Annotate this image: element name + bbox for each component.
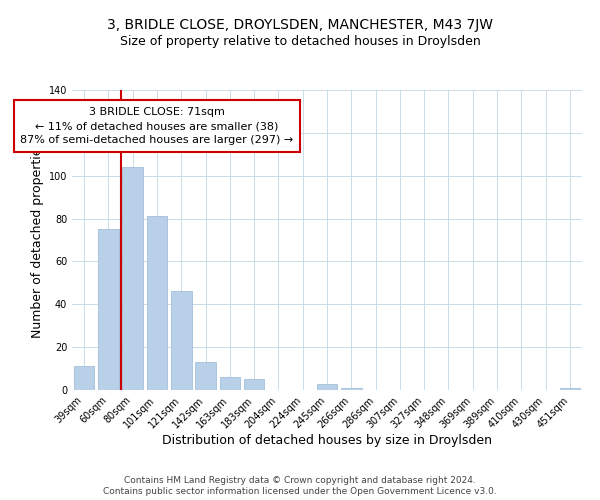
Bar bbox=[74, 366, 94, 390]
Y-axis label: Number of detached properties: Number of detached properties bbox=[31, 142, 44, 338]
Bar bbox=[220, 377, 240, 390]
Bar bbox=[244, 380, 265, 390]
X-axis label: Distribution of detached houses by size in Droylsden: Distribution of detached houses by size … bbox=[162, 434, 492, 447]
Text: 3, BRIDLE CLOSE, DROYLSDEN, MANCHESTER, M43 7JW: 3, BRIDLE CLOSE, DROYLSDEN, MANCHESTER, … bbox=[107, 18, 493, 32]
Bar bbox=[341, 388, 362, 390]
Bar bbox=[98, 230, 119, 390]
Text: Size of property relative to detached houses in Droylsden: Size of property relative to detached ho… bbox=[119, 35, 481, 48]
Text: Contains public sector information licensed under the Open Government Licence v3: Contains public sector information licen… bbox=[103, 488, 497, 496]
Bar bbox=[195, 362, 216, 390]
Text: 3 BRIDLE CLOSE: 71sqm
← 11% of detached houses are smaller (38)
87% of semi-deta: 3 BRIDLE CLOSE: 71sqm ← 11% of detached … bbox=[20, 107, 293, 145]
Bar bbox=[317, 384, 337, 390]
Bar bbox=[560, 388, 580, 390]
Bar bbox=[171, 292, 191, 390]
Bar bbox=[146, 216, 167, 390]
Bar bbox=[122, 167, 143, 390]
Text: Contains HM Land Registry data © Crown copyright and database right 2024.: Contains HM Land Registry data © Crown c… bbox=[124, 476, 476, 485]
